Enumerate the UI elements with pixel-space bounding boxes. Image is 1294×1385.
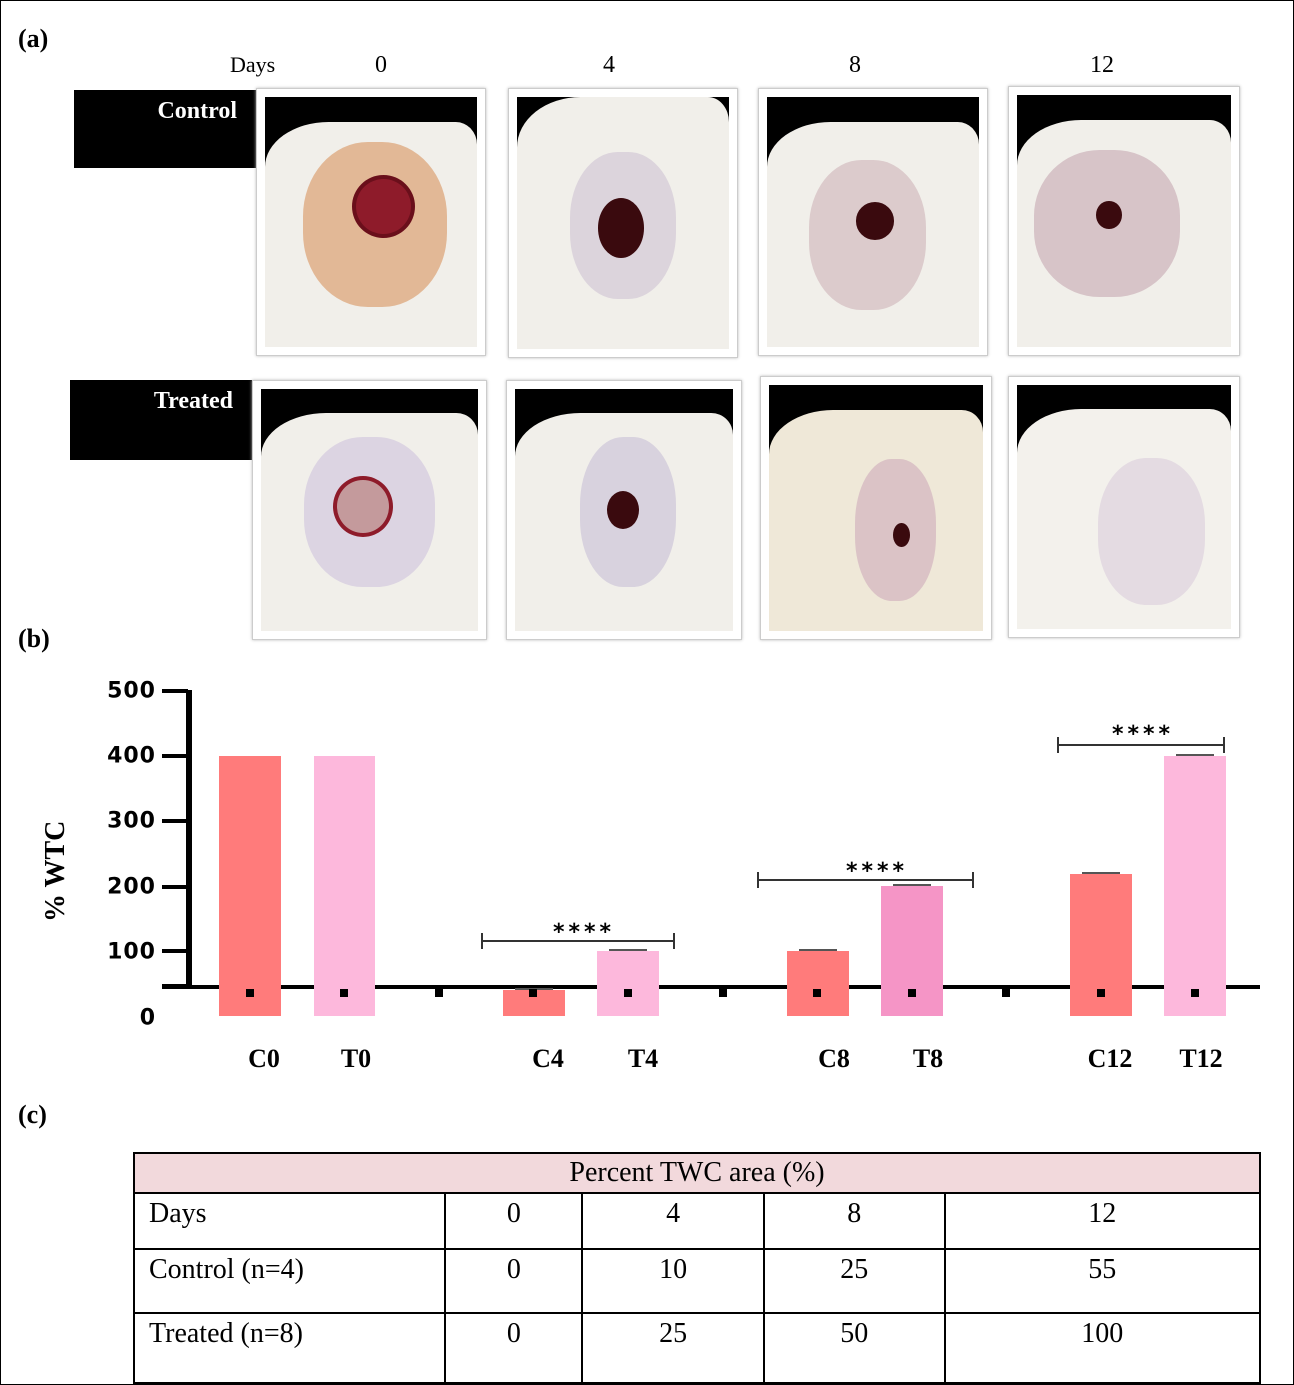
y-tick-400 xyxy=(162,754,188,758)
table-cell: 100 xyxy=(943,1312,1262,1384)
significance-bracket-day12 xyxy=(1057,737,1225,753)
x-tick xyxy=(1002,989,1010,997)
bar-C0 xyxy=(219,756,281,1016)
y-label-500: 500 xyxy=(107,678,156,704)
x-tick xyxy=(340,989,348,997)
table-cell: Treated (n=8) xyxy=(132,1312,447,1384)
y-label-200: 200 xyxy=(107,874,156,900)
table-row-control: Control (n=4) 0 10 25 55 xyxy=(132,1248,1262,1314)
significance-bracket-day4 xyxy=(481,933,675,949)
x-label-C12: C12 xyxy=(1087,1044,1133,1073)
x-label-T8: T8 xyxy=(912,1044,944,1073)
table-cell: 25 xyxy=(762,1248,946,1314)
photo-control-day0 xyxy=(256,88,486,356)
y-tick-300 xyxy=(162,819,188,823)
photo-control-day4 xyxy=(508,88,738,358)
twc-area-table: Percent TWC area (%) Days 0 4 8 12 Contr… xyxy=(132,1152,1262,1384)
bar-T4 xyxy=(597,949,659,1016)
x-label-C4: C4 xyxy=(532,1044,564,1073)
x-label-T4: T4 xyxy=(627,1044,659,1073)
x-tick xyxy=(624,989,632,997)
bar-T12 xyxy=(1164,754,1226,1016)
y-axis-title: % WTC xyxy=(40,820,71,922)
table-cell: 4 xyxy=(581,1192,765,1250)
day-label-8: 8 xyxy=(849,52,861,78)
days-header: Days xyxy=(230,52,276,77)
wtc-bar-chart: % WTC 0 100 200 300 400 500 C0 T0 C4 T4 … xyxy=(0,660,1294,1080)
table-title: Percent TWC area (%) xyxy=(133,1152,1261,1194)
x-label-C0: C0 xyxy=(248,1044,280,1073)
significance-stars-day12: **** xyxy=(1111,722,1175,747)
group-tag-treated: Treated xyxy=(70,380,255,460)
x-label-C8: C8 xyxy=(818,1044,850,1073)
table-row-treated: Treated (n=8) 0 25 50 100 xyxy=(132,1312,1262,1384)
photo-treated-day12 xyxy=(1008,376,1240,638)
panel-label-b: (b) xyxy=(18,624,50,653)
x-label-T12: T12 xyxy=(1179,1044,1223,1073)
significance-stars-day8: **** xyxy=(845,859,909,884)
table-cell: 10 xyxy=(581,1248,765,1314)
y-tick-0 xyxy=(162,984,188,988)
x-tick xyxy=(813,989,821,997)
table-row-days: Days 0 4 8 12 xyxy=(132,1192,1262,1250)
table-cell: 0 xyxy=(444,1248,584,1314)
x-tick xyxy=(529,989,537,997)
bar-T0 xyxy=(314,756,375,1016)
day-label-4: 4 xyxy=(603,52,615,78)
x-tick xyxy=(1097,989,1105,997)
y-label-300: 300 xyxy=(107,808,156,834)
significance-stars-day4: **** xyxy=(552,920,616,945)
photo-treated-day0 xyxy=(252,380,487,640)
table-cell: Control (n=4) xyxy=(132,1248,447,1314)
x-tick xyxy=(246,989,254,997)
significance-bracket-day8 xyxy=(757,872,974,888)
table-cell: 55 xyxy=(943,1248,1262,1314)
table-cell: 25 xyxy=(581,1312,765,1384)
x-axis xyxy=(162,985,1260,989)
x-tick xyxy=(908,989,916,997)
photo-control-day12 xyxy=(1008,86,1240,356)
table-cell: 0 xyxy=(444,1312,584,1384)
panel-label-c: (c) xyxy=(18,1100,47,1129)
table-cell: Days xyxy=(132,1192,447,1250)
y-tick-500 xyxy=(162,689,188,693)
table-cell: 0 xyxy=(444,1192,584,1250)
group-tag-control: Control xyxy=(74,90,259,168)
y-axis xyxy=(186,690,192,988)
day-label-0: 0 xyxy=(375,52,387,78)
bar-C8 xyxy=(787,949,849,1016)
day-label-12: 12 xyxy=(1090,52,1114,78)
panel-label-a: (a) xyxy=(18,24,49,53)
photo-control-day8 xyxy=(758,88,988,356)
photo-treated-day4 xyxy=(506,380,742,640)
x-tick xyxy=(1191,989,1199,997)
table-cell: 12 xyxy=(943,1192,1262,1250)
x-tick xyxy=(719,989,727,997)
x-label-T0: T0 xyxy=(340,1044,372,1073)
y-label-0: 0 xyxy=(139,1005,156,1031)
photo-treated-day8 xyxy=(760,376,992,640)
x-tick xyxy=(435,989,443,997)
y-label-100: 100 xyxy=(107,939,156,965)
y-tick-100 xyxy=(162,949,188,953)
table-cell: 50 xyxy=(762,1312,946,1384)
y-tick-200 xyxy=(162,885,188,889)
table-cell: 8 xyxy=(762,1192,946,1250)
y-label-400: 400 xyxy=(107,743,156,769)
